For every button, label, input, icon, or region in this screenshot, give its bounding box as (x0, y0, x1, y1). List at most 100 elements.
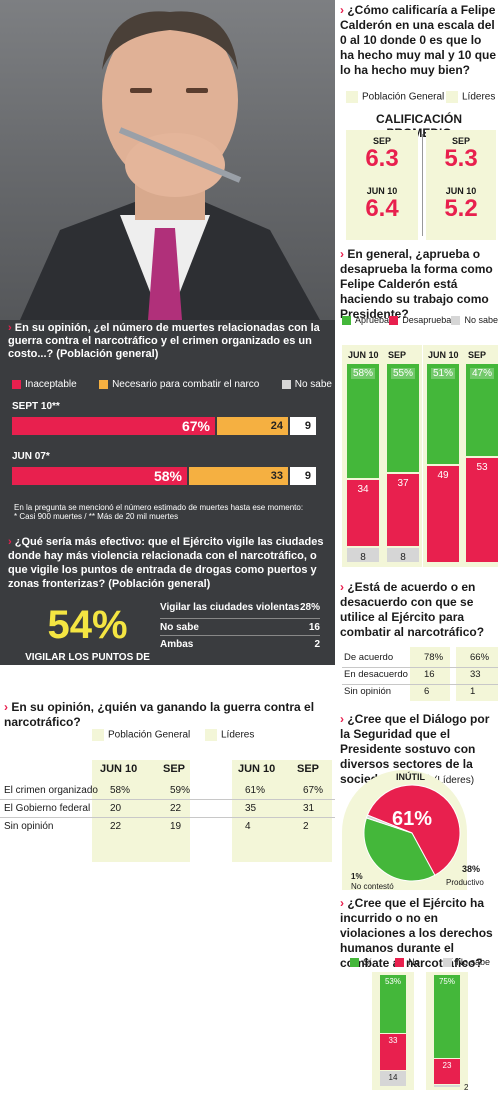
divider (0, 799, 335, 800)
table-cell: 22 (170, 803, 182, 814)
pie-slice (365, 814, 413, 834)
acuerdo-lideres-column-bg (456, 647, 498, 701)
pie-label-inutil: INÚTIL (396, 772, 425, 782)
table-cell: 67% (303, 785, 324, 796)
muertes-legend: Inaceptable Necesario para combatir el n… (12, 379, 332, 390)
table-cell: 66% (470, 652, 490, 663)
pie-value-inutil: 61% (392, 808, 433, 830)
ejercito-efectivo-table: Vigilar las ciudades violentas 28% No sab… (160, 602, 320, 653)
bar-value-label: 23 (442, 1061, 452, 1070)
bar-value-label: 58% (153, 468, 182, 484)
arrow-icon: › (340, 247, 348, 261)
big-percentage: 54% (47, 603, 128, 647)
bar-value-label: 8 (400, 552, 406, 563)
guerra-general-column-bg (92, 760, 190, 862)
bar-segment: 53 (466, 458, 498, 562)
legend-necesario: Necesario para combatir el narco (99, 379, 259, 390)
bar-value-label: 53 (476, 462, 488, 473)
bar-value-label: 33 (270, 470, 283, 482)
bar-value-label: 47% (469, 368, 494, 379)
calificacion-legend-general: Población General (346, 91, 444, 103)
guerra-lideres-column-bg (232, 760, 332, 862)
big-percentage-label: VIGILAR LOS PUNTOS DE ENTRADA DE DROGAS (25, 652, 150, 675)
arrow-icon: › (4, 700, 12, 714)
divider (0, 817, 335, 818)
bar-value-label: 2 (464, 1083, 469, 1092)
divider (342, 684, 498, 685)
bar-segment: 9 (290, 417, 316, 435)
table-cell: 31 (303, 803, 315, 814)
aprobacion-legend: Aprueba Desaprueba No sabe (342, 315, 498, 326)
dialogo-pie-chart (363, 784, 461, 882)
calificacion-lideres-box: SEP 5.3 JUN 10 5.2 (426, 130, 496, 240)
table-row: Vigilar las ciudades violentas 28% (160, 602, 320, 619)
calificacion-value: 6.4 (365, 195, 399, 222)
bar-value-label: 67% (181, 418, 210, 434)
legend-swatch (451, 316, 461, 326)
divider (342, 667, 498, 668)
bar-value-label: 34 (357, 484, 369, 495)
legend-swatch (443, 958, 453, 968)
muertes-question-text: En su opinión, ¿el número de muertes rel… (8, 322, 320, 360)
table-cell: 6 (424, 686, 430, 697)
calificacion-value: 5.2 (444, 195, 478, 222)
muertes-note: En la pregunta se mencionó el número est… (14, 503, 332, 521)
aprobacion-bar-chart: 58% 34 8 55% 37 8 51% 49 47% 53 (342, 364, 498, 564)
aprobacion-question: › En general, ¿aprueba o desaprueba la f… (340, 247, 498, 322)
table-cell: 1 (470, 686, 476, 697)
bar-segment: 9 (290, 467, 316, 485)
aprobacion-question-text: En general, ¿aprueba o desaprueba la for… (340, 247, 493, 321)
table-row-label: Sin opinión (344, 686, 392, 697)
bar-segment: 47% (466, 364, 498, 456)
ejercito-efectivo-question: › ¿Qué sería más efectivo: que el Ejérci… (8, 535, 330, 591)
table-cell: 2 (303, 821, 309, 832)
table-row: No sabe 16 (160, 619, 320, 636)
table-row-label: El crimen organizado (4, 785, 98, 796)
legend-swatch (395, 958, 405, 968)
table-cell: 22 (110, 821, 122, 832)
legend-swatch (350, 958, 359, 968)
table-cell: 61% (245, 785, 266, 796)
guerra-legend-general: Población General (92, 729, 190, 741)
arrow-icon: › (340, 580, 348, 594)
bar-segment: 67% (12, 417, 215, 435)
legend-swatch (99, 379, 109, 389)
table-cell: 19 (170, 821, 182, 832)
pie-slice (363, 817, 436, 882)
bar-segment: 37 (387, 474, 419, 546)
arrow-icon: › (340, 896, 348, 910)
bar-value-label: 14 (388, 1073, 398, 1082)
dialogo-question: › ¿Cree que el Diálogo por la Seguridad … (340, 712, 498, 788)
bar-segment: 58% (12, 467, 187, 485)
guerra-table-body: El crimen organizado 58% 59% 61% 67% El Gobie… (0, 785, 335, 845)
table-cell: 20 (110, 803, 122, 814)
bar-segment: 2 (434, 1083, 468, 1092)
muertes-question: › En su opinión, ¿el número de muertes r… (8, 322, 330, 361)
table-cell: 35 (245, 803, 257, 814)
calificacion-legend-lideres: Líderes (446, 91, 495, 103)
pie-slice (366, 784, 461, 876)
bar-segment: 49 (427, 466, 459, 562)
legend-swatch (12, 379, 21, 389)
bar-segment: 55% (387, 364, 419, 472)
acuerdo-table: De acuerdo 78% 66% En desacuerdo 16 33 Sin opi… (342, 652, 498, 702)
president-photo-illustration (20, 11, 320, 320)
acuerdo-question-text: ¿Está de acuerdo o en desacuerdo con que… (340, 580, 485, 639)
bar-value-label: 9 (304, 470, 311, 482)
legend-no-sabe: No sabe (281, 379, 332, 390)
bar-value-label: 55% (390, 368, 415, 379)
arrow-icon: › (340, 3, 348, 17)
dialogo-suffix: (Líderes) (434, 775, 475, 786)
table-row-label: De acuerdo (344, 652, 394, 663)
bar-category-label: JUN 07* (12, 451, 50, 462)
ejercito-efectivo-question-text: ¿Qué sería más efectivo: que el Ejército… (8, 536, 324, 590)
bar-value-label: 53% (384, 977, 401, 986)
pie-value-productivo: 38% (462, 864, 481, 874)
pie-label-no-contesto: No contestó (351, 882, 394, 891)
acuerdo-general-column-bg (410, 647, 450, 701)
table-row: Ambas 2 (160, 639, 320, 650)
bar-segment: 8 (387, 548, 419, 563)
calificacion-general-box: SEP 6.3 JUN 10 6.4 (346, 130, 418, 240)
table-cell: 33 (470, 669, 481, 680)
bar-value-label: 49 (437, 470, 449, 481)
